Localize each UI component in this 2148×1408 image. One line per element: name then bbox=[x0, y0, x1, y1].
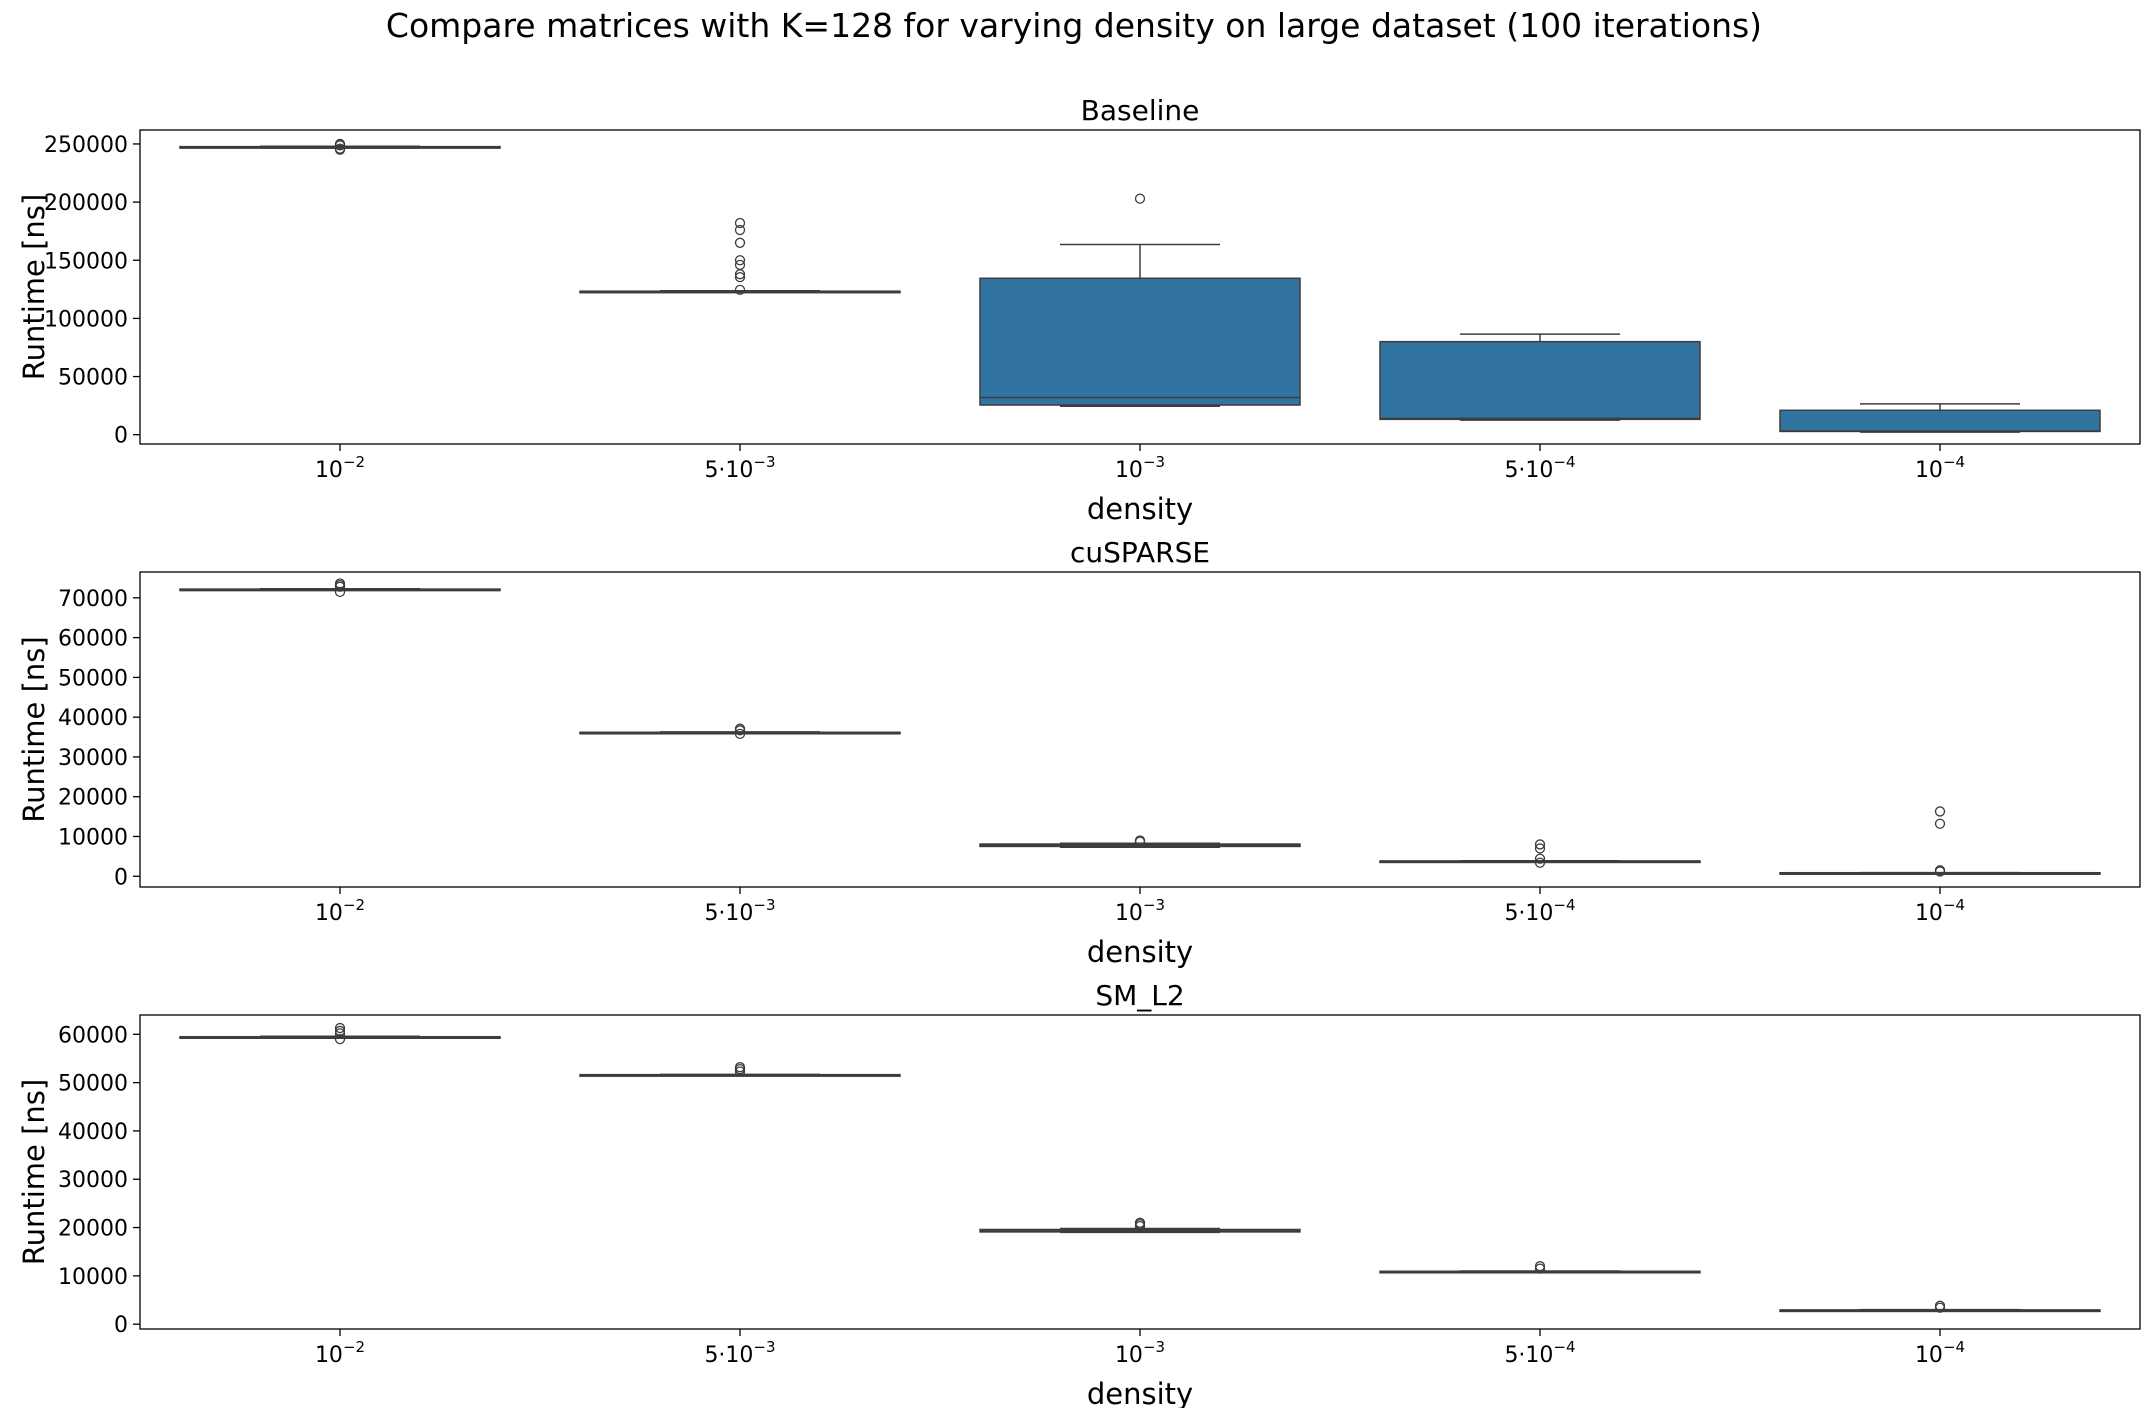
outlier-point bbox=[734, 1062, 746, 1073]
x-axis-label: density bbox=[1087, 492, 1193, 526]
outlier-point bbox=[1934, 818, 1946, 829]
x-tick-label: 10−2 bbox=[315, 453, 365, 483]
x-tick-label: 10−3 bbox=[1115, 1338, 1165, 1368]
box-3 bbox=[979, 193, 1301, 407]
x-tick-label: 10−3 bbox=[1115, 453, 1165, 483]
outlier-point bbox=[334, 578, 346, 589]
outlier-point bbox=[734, 237, 746, 248]
x-tick-label: 10−2 bbox=[315, 896, 365, 926]
y-tick-label: 30000 bbox=[58, 1168, 128, 1193]
outlier-point bbox=[1134, 835, 1146, 846]
outlier-point bbox=[1534, 1261, 1546, 1272]
outlier-point bbox=[1934, 1300, 1946, 1311]
outlier-point bbox=[1934, 865, 1946, 876]
y-tick-label: 50000 bbox=[58, 666, 128, 691]
y-tick-label: 100000 bbox=[44, 307, 128, 332]
box-5 bbox=[1779, 806, 2101, 877]
y-tick-label: 50000 bbox=[58, 1072, 128, 1097]
box-iqr bbox=[979, 277, 1301, 406]
y-axis-label: Runtime [ns] bbox=[17, 194, 51, 380]
y-axis-label: Runtime [ns] bbox=[17, 1079, 51, 1265]
panel-3: SM_L2 Runtime [ns] density 0 10000 20000 30000… bbox=[17, 979, 2141, 1408]
panel-title: Baseline bbox=[1081, 94, 1200, 127]
outlier-point bbox=[734, 728, 746, 740]
y-tick-label: 10000 bbox=[58, 1265, 128, 1290]
axes-frame bbox=[139, 1014, 2141, 1330]
x-tick-label: 5·10−3 bbox=[704, 453, 775, 483]
box-5 bbox=[1779, 1300, 2101, 1313]
box-3 bbox=[979, 835, 1301, 848]
y-tick-label: 20000 bbox=[58, 786, 128, 811]
y-tick-label: 150000 bbox=[44, 249, 128, 274]
y-tick-label: 250000 bbox=[44, 133, 128, 158]
outlier-point bbox=[734, 259, 746, 271]
outlier-point bbox=[1534, 843, 1546, 854]
panel-title: SM_L2 bbox=[1095, 979, 1184, 1012]
box-2 bbox=[579, 723, 901, 740]
y-tick-label: 0 bbox=[114, 865, 128, 890]
x-axis-label: density bbox=[1087, 935, 1193, 969]
y-tick-label: 0 bbox=[114, 1313, 128, 1338]
x-tick-label: 5·10−3 bbox=[704, 896, 775, 926]
box-4 bbox=[1379, 839, 1701, 868]
figure-title: Compare matrices with K=128 for varying … bbox=[385, 6, 1763, 45]
x-tick-label: 10−2 bbox=[315, 1338, 365, 1368]
y-tick-label: 10000 bbox=[58, 825, 128, 850]
y-tick-label: 60000 bbox=[58, 627, 128, 652]
outlier-point bbox=[1134, 1217, 1146, 1228]
y-tick-label: 40000 bbox=[58, 706, 128, 731]
outlier-point bbox=[1534, 839, 1546, 850]
outlier-point bbox=[734, 217, 746, 229]
y-tick-label: 50000 bbox=[58, 366, 128, 391]
box-2 bbox=[579, 217, 901, 296]
y-tick-label: 0 bbox=[114, 424, 128, 449]
box-1 bbox=[179, 138, 501, 155]
x-tick-label: 5·10−3 bbox=[704, 1338, 775, 1368]
panel-2: cuSPARSE Runtime [ns] density 0 10000 20000 30… bbox=[17, 536, 2141, 969]
y-axis-label: Runtime [ns] bbox=[17, 636, 51, 822]
x-tick-label: 10−4 bbox=[1915, 1338, 1965, 1368]
outlier-point bbox=[1934, 806, 1946, 817]
box-4 bbox=[1379, 1261, 1701, 1274]
y-tick-label: 20000 bbox=[58, 1217, 128, 1242]
axes-frame bbox=[139, 129, 2141, 445]
x-tick-label: 10−4 bbox=[1915, 453, 1965, 483]
panel-1: Baseline Runtime [ns] density 0 50000 100000 1… bbox=[17, 94, 2141, 526]
box-1 bbox=[179, 1022, 501, 1045]
x-axis-label: density bbox=[1087, 1377, 1193, 1408]
box-1 bbox=[179, 578, 501, 598]
box-iqr bbox=[1779, 409, 2101, 433]
outlier-point bbox=[334, 1034, 346, 1045]
x-tick-label: 5·10−4 bbox=[1504, 453, 1575, 483]
outlier-point bbox=[1534, 853, 1546, 864]
box-5 bbox=[1779, 403, 2101, 433]
x-tick-label: 10−3 bbox=[1115, 896, 1165, 926]
outlier-point bbox=[734, 271, 746, 283]
y-tick-label: 70000 bbox=[58, 587, 128, 612]
y-tick-label: 60000 bbox=[58, 1023, 128, 1048]
outlier-point bbox=[734, 723, 746, 734]
x-tick-label: 5·10−4 bbox=[1504, 1338, 1575, 1368]
outlier-point bbox=[734, 284, 746, 296]
panel-title: cuSPARSE bbox=[1070, 536, 1210, 569]
box-3 bbox=[979, 1217, 1301, 1234]
outlier-point bbox=[334, 143, 346, 154]
outlier-point bbox=[734, 255, 746, 266]
outlier-point bbox=[734, 224, 746, 236]
box-2 bbox=[579, 1062, 901, 1077]
outlier-point bbox=[334, 1022, 346, 1034]
y-tick-label: 40000 bbox=[58, 1120, 128, 1145]
outlier-point bbox=[334, 1025, 346, 1037]
x-tick-label: 5·10−4 bbox=[1504, 896, 1575, 926]
outlier-point bbox=[334, 138, 346, 150]
axes-frame bbox=[139, 571, 2141, 888]
box-4 bbox=[1379, 333, 1701, 421]
y-tick-label: 30000 bbox=[58, 746, 128, 771]
outlier-point bbox=[1134, 193, 1146, 204]
outlier-point bbox=[1534, 857, 1546, 868]
box-iqr bbox=[1379, 340, 1701, 421]
y-tick-label: 200000 bbox=[44, 191, 128, 216]
x-tick-label: 10−4 bbox=[1915, 896, 1965, 926]
